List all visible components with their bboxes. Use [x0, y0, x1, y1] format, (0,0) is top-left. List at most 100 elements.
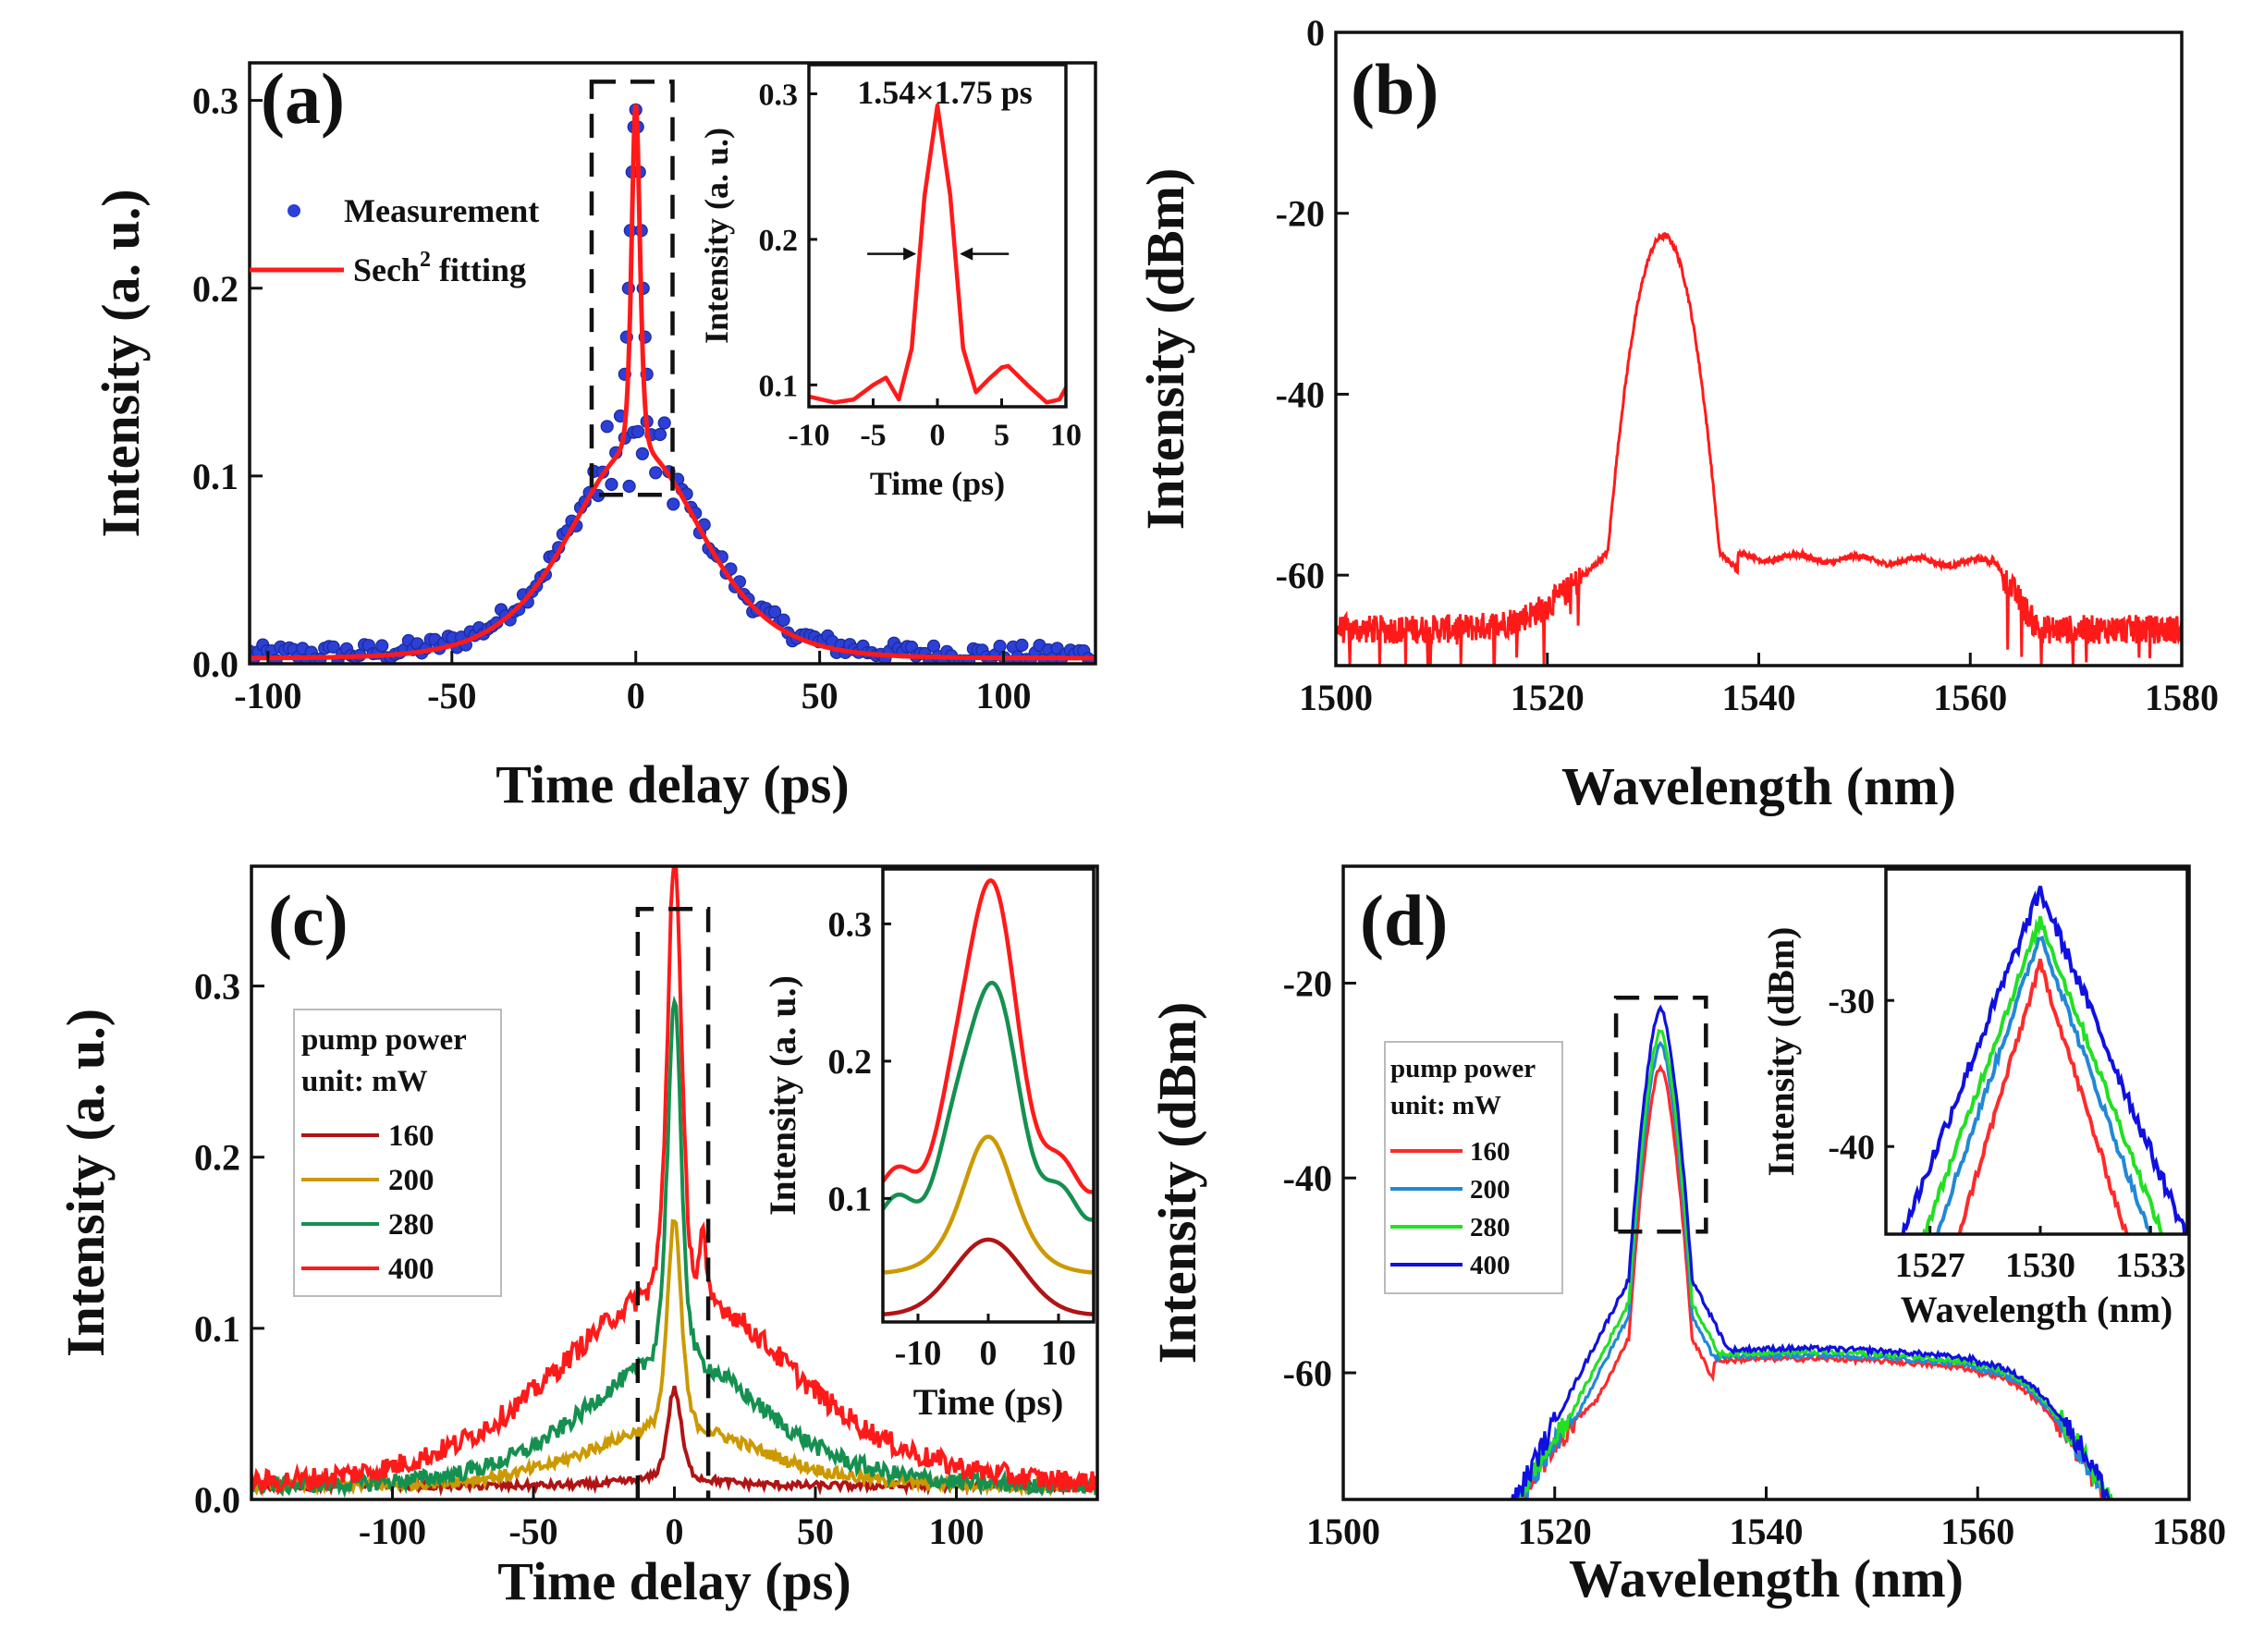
- x-tick-label: 1540: [1722, 677, 1796, 718]
- x-tick-label: -10: [788, 419, 829, 453]
- measurement-point: [993, 639, 1007, 654]
- legend-title: pump power: [1390, 1054, 1536, 1083]
- x-axis-label: Time (ps): [870, 465, 1005, 502]
- y-tick-label: 0.3: [192, 80, 239, 122]
- x-tick-label: 1560: [1933, 677, 2007, 718]
- x-tick-label: 100: [929, 1511, 985, 1552]
- series-400-line: [1511, 1004, 2113, 1499]
- y-axis-label: Intensity (a. u.): [762, 975, 803, 1216]
- x-tick-label: -50: [427, 675, 476, 716]
- y-tick-label: 0.3: [828, 906, 873, 945]
- legend-subtitle: unit: mW: [301, 1065, 428, 1098]
- legend-label-200: 200: [388, 1164, 434, 1197]
- y-tick-label: 0.0: [194, 1479, 240, 1521]
- x-tick-label: 1580: [2152, 1511, 2226, 1552]
- x-axis-label: Time delay (ps): [496, 754, 849, 814]
- legend-subtitle: unit: mW: [1390, 1091, 1501, 1120]
- measurement-point: [375, 639, 389, 653]
- inset-pulse-line: [809, 103, 1066, 405]
- measurement-point: [630, 424, 645, 438]
- legend-label-280: 280: [1470, 1213, 1511, 1242]
- inset-series-400-line: [883, 878, 1094, 1194]
- measurement-point: [657, 416, 671, 430]
- x-tick-label: 1527: [1895, 1246, 1965, 1285]
- legend-fit-sup: 2: [420, 248, 431, 272]
- measurement-point: [600, 420, 614, 434]
- measurement-point: [649, 466, 663, 480]
- legend-fit-text: fitting: [431, 251, 526, 288]
- x-tick-label: 1520: [1511, 677, 1585, 718]
- x-tick-label: -100: [234, 675, 301, 716]
- panel-b: 1500 1520 1540 1560 1580 0 -20 -40 -60 Wavelength…: [1135, 12, 2219, 816]
- inset-series-280-line: [1922, 915, 2165, 1234]
- x-tick-label: 1540: [1730, 1511, 1804, 1552]
- y-axis-label: Intensity (a. u.): [55, 1009, 116, 1357]
- x-axis-label: Wavelength (nm): [1901, 1289, 2172, 1330]
- measurement-points: [250, 103, 1095, 664]
- zoom-box: [1613, 996, 1708, 1234]
- x-tick-label: 0: [980, 1334, 997, 1373]
- axes-frame: [1884, 867, 2189, 1236]
- x-axis-label: Time delay (ps): [497, 1551, 851, 1611]
- y-tick-label: 0: [1306, 12, 1325, 54]
- spectrum-line: [1336, 231, 2182, 666]
- y-axis-label: Intensity (dBm): [1135, 168, 1195, 531]
- axes-frame: [881, 867, 1095, 1324]
- inset-series-200-line: [883, 1134, 1094, 1275]
- legend-label-400: 400: [1470, 1251, 1511, 1280]
- measurement-point: [605, 477, 618, 492]
- x-tick-label: 1580: [2145, 677, 2219, 718]
- sech2-fit-line: [250, 104, 1095, 661]
- x-tick-label: 1520: [1518, 1511, 1592, 1552]
- y-tick-label: 0.1: [192, 456, 239, 497]
- y-tick-label: 0.3: [194, 966, 240, 1008]
- y-tick-label: 0.2: [194, 1137, 240, 1179]
- x-tick-label: 1533: [2115, 1246, 2185, 1285]
- fwhm-arrowhead-left: [903, 247, 917, 261]
- measurement-point: [1015, 638, 1029, 653]
- measurement-point: [326, 640, 340, 655]
- legend-box: [1384, 1041, 1563, 1294]
- y-tick-label: 0.1: [194, 1308, 240, 1350]
- panel-label: (b): [1351, 49, 1438, 129]
- legend-fit-label: Sech2 fitting: [353, 248, 526, 288]
- x-tick-label: 50: [802, 675, 838, 716]
- inset-series-160-line: [1957, 958, 2129, 1234]
- x-tick-label: 0: [627, 675, 645, 716]
- measurement-point: [653, 427, 667, 442]
- inset-series-280-line: [883, 980, 1094, 1222]
- x-tick-label: 5: [994, 419, 1010, 453]
- legend-label-200: 200: [1470, 1175, 1511, 1205]
- x-tick-label: 10: [1050, 419, 1082, 453]
- x-axis-label: Wavelength (nm): [1569, 1548, 1964, 1609]
- axes-frame: [248, 61, 1097, 666]
- inset-series-200-line: [1933, 935, 2152, 1234]
- legend: pump power unit: mW 160 200 280 400: [293, 1009, 502, 1297]
- legend-title: pump power: [301, 1023, 467, 1057]
- panel-label: (d): [1360, 880, 1448, 961]
- y-tick-label: 0.2: [192, 268, 239, 310]
- y-tick-label: -20: [1276, 193, 1325, 235]
- x-tick-label: -5: [860, 419, 886, 453]
- zoom-box: [589, 80, 675, 497]
- zoom-box: [635, 907, 711, 1499]
- plot-area: [809, 103, 1066, 405]
- x-tick-label: -10: [895, 1334, 942, 1373]
- x-tick-label: 1530: [2005, 1246, 2075, 1285]
- y-tick-label: 0.1: [828, 1181, 873, 1219]
- fwhm-arrowhead-right: [960, 247, 973, 261]
- inset-series-160-line: [883, 1237, 1094, 1316]
- y-tick-label: 0.1: [759, 369, 799, 403]
- y-tick-label: -60: [1283, 1352, 1332, 1394]
- inset-series-400-line: [1901, 886, 2187, 1234]
- x-tick-label: 10: [1041, 1334, 1076, 1373]
- x-tick-label: 1500: [1306, 1511, 1380, 1552]
- y-tick-label: 0.3: [759, 78, 799, 112]
- measurement-point: [622, 479, 636, 494]
- legend-label-160: 160: [388, 1120, 434, 1153]
- legend-fit-text: Sech: [353, 251, 420, 288]
- y-tick-label: -40: [1283, 1157, 1332, 1199]
